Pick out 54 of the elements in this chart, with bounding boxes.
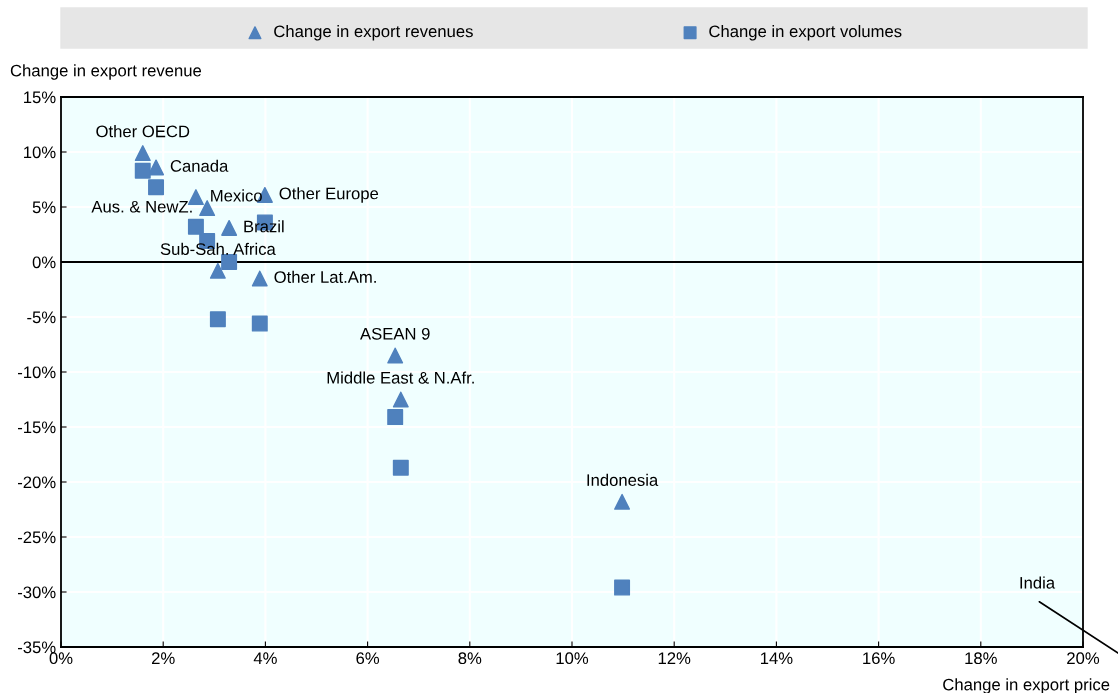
legend-label: Change in export revenues — [274, 25, 473, 41]
x-tick-label: 18% — [965, 652, 997, 665]
x-tick-label: 12% — [658, 652, 691, 665]
x-tick-label: 20% — [1067, 652, 1100, 665]
point — [134, 162, 151, 179]
y-tick-label: -35% — [17, 641, 56, 654]
point — [387, 347, 404, 364]
point — [614, 579, 631, 596]
annotation: Other OECD — [96, 125, 190, 138]
y-axis-title: Change in export revenue — [10, 64, 202, 80]
x-tick-label: 16% — [863, 652, 895, 665]
x-tick-label: 0% — [49, 652, 73, 665]
point — [134, 145, 151, 162]
x-tick-label: 10% — [556, 652, 589, 665]
y-tick-label: -10% — [17, 366, 56, 379]
y-tick-label: -25% — [17, 531, 56, 544]
annotation: Other Europe — [279, 187, 379, 203]
point — [614, 493, 631, 510]
point — [387, 409, 404, 426]
annotation: Aus. & NewZ. — [91, 200, 192, 213]
point — [392, 391, 409, 408]
point — [392, 459, 409, 476]
point — [199, 200, 216, 217]
y-tick-label: -20% — [17, 476, 56, 489]
y-tick-label: -15% — [17, 421, 56, 434]
point — [148, 159, 165, 176]
x-tick-label: 8% — [458, 652, 482, 665]
y-tick-label: 0% — [32, 256, 56, 269]
y-tick-label: 5% — [32, 201, 56, 214]
x-tick-label: 2% — [151, 652, 175, 665]
y-tick-label: -5% — [27, 311, 56, 324]
annotation: India — [1020, 576, 1056, 589]
annotation: Indonesia — [587, 473, 659, 487]
x-tick-label: 4% — [253, 652, 277, 665]
annotation: Other Lat.Am. — [274, 270, 376, 283]
x-tick-label: 6% — [356, 652, 380, 665]
x-tick-label: 14% — [760, 652, 793, 665]
legend-label: Change in export volumes — [709, 25, 902, 41]
x-axis-title: Change in export price — [943, 678, 1110, 693]
point — [221, 254, 238, 270]
annotation: Canada — [170, 159, 229, 172]
y-tick-label: -30% — [17, 586, 56, 599]
annotation: Middle East & N.Afr. — [327, 371, 474, 384]
annotation: ASEAN 9 — [360, 327, 430, 340]
annotation: Sub-Sah. Africa — [160, 242, 276, 256]
point — [221, 219, 238, 236]
y-tick-label: 10% — [24, 146, 56, 159]
point — [209, 262, 226, 279]
point — [209, 311, 226, 328]
point — [148, 179, 165, 196]
point — [251, 315, 268, 332]
point — [187, 218, 204, 235]
y-tick-label: 15% — [24, 91, 56, 104]
point — [251, 270, 268, 287]
